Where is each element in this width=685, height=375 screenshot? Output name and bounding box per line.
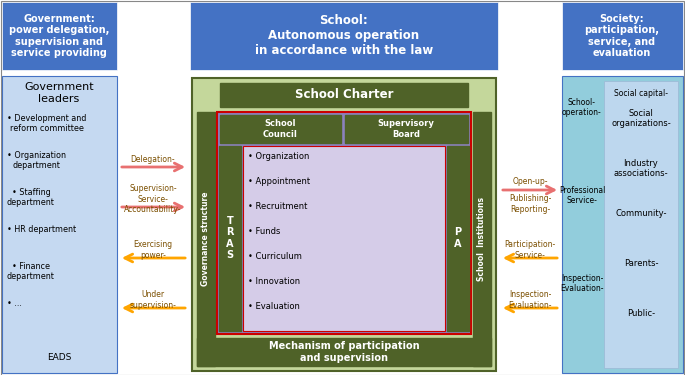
Bar [220,115,341,143]
Text: Publishing-
Reporting-: Publishing- Reporting- [509,194,551,214]
Text: • Organization: • Organization [248,152,310,161]
Text: Supervisory
Board: Supervisory Board [377,119,434,139]
Text: School  Institutions: School Institutions [477,197,486,281]
Text: • Organization
department: • Organization department [7,151,66,170]
Bar [604,81,678,368]
Text: • Evaluation: • Evaluation [248,302,300,311]
Text: Inspection-
Evaluation-: Inspection- Evaluation- [560,274,603,293]
Text: Inspection-
Evaluation-: Inspection- Evaluation- [508,290,551,310]
Text: • Recruitment: • Recruitment [248,202,308,211]
Bar [197,338,491,366]
Text: Social
organizations-: Social organizations- [611,109,671,128]
Text: Public-: Public- [627,309,655,318]
Bar [473,112,491,366]
Bar [2,2,117,70]
Bar [243,146,445,331]
Text: • Funds: • Funds [248,227,280,236]
Text: • Staffing
department: • Staffing department [7,188,55,207]
Text: School
Council: School Council [262,119,297,139]
Text: School-
operation-: School- operation- [562,98,602,117]
Text: Open-up-: Open-up- [512,177,548,186]
Text: Mechanism of participation
and supervision: Mechanism of participation and supervisi… [269,341,419,363]
Text: Government
leaders: Government leaders [24,82,94,104]
Text: Professional
Service-: Professional Service- [559,186,605,206]
Bar [190,2,498,70]
Text: School:
Autonomous operation
in accordance with the law: School: Autonomous operation in accordan… [255,15,433,57]
Bar [447,146,469,331]
Bar [192,78,496,371]
Bar [562,76,683,373]
Text: Delegation-: Delegation- [131,154,175,164]
Bar [197,112,215,366]
Text: • HR department: • HR department [7,225,76,234]
Text: Community-: Community- [615,209,667,218]
Text: EADS: EADS [47,354,71,363]
Text: Parents-: Parents- [624,259,658,268]
Text: Industry
associations-: Industry associations- [614,159,669,178]
Text: • ...: • ... [7,299,22,308]
Text: • Curriculum: • Curriculum [248,252,302,261]
Bar [220,83,468,107]
Text: Society:
participation,
service, and
evaluation: Society: participation, service, and eva… [584,13,660,58]
Text: • Development and
reform committee: • Development and reform committee [7,114,86,134]
Text: Supervision-
Service-
Accountability-: Supervision- Service- Accountability- [124,184,182,214]
Text: Exercising
power-: Exercising power- [134,240,173,260]
Text: • Appointment: • Appointment [248,177,310,186]
Text: Social capital-: Social capital- [614,88,668,98]
Text: Participation-
Service-: Participation- Service- [504,240,556,260]
Bar [217,112,471,334]
Text: P
A: P A [454,227,462,249]
Text: • Innovation: • Innovation [248,277,300,286]
Bar [2,76,117,373]
Bar [562,2,683,70]
Text: T
R
A
S: T R A S [226,216,234,260]
Text: Under
supervision-: Under supervision- [129,290,177,310]
Text: Governance structure: Governance structure [201,192,210,286]
Bar [345,115,468,143]
Text: Government:
power delegation,
supervision and
service providing: Government: power delegation, supervisio… [9,13,109,58]
Text: • Finance
department: • Finance department [7,262,55,281]
Bar [219,146,241,331]
Text: School Charter: School Charter [295,88,393,102]
